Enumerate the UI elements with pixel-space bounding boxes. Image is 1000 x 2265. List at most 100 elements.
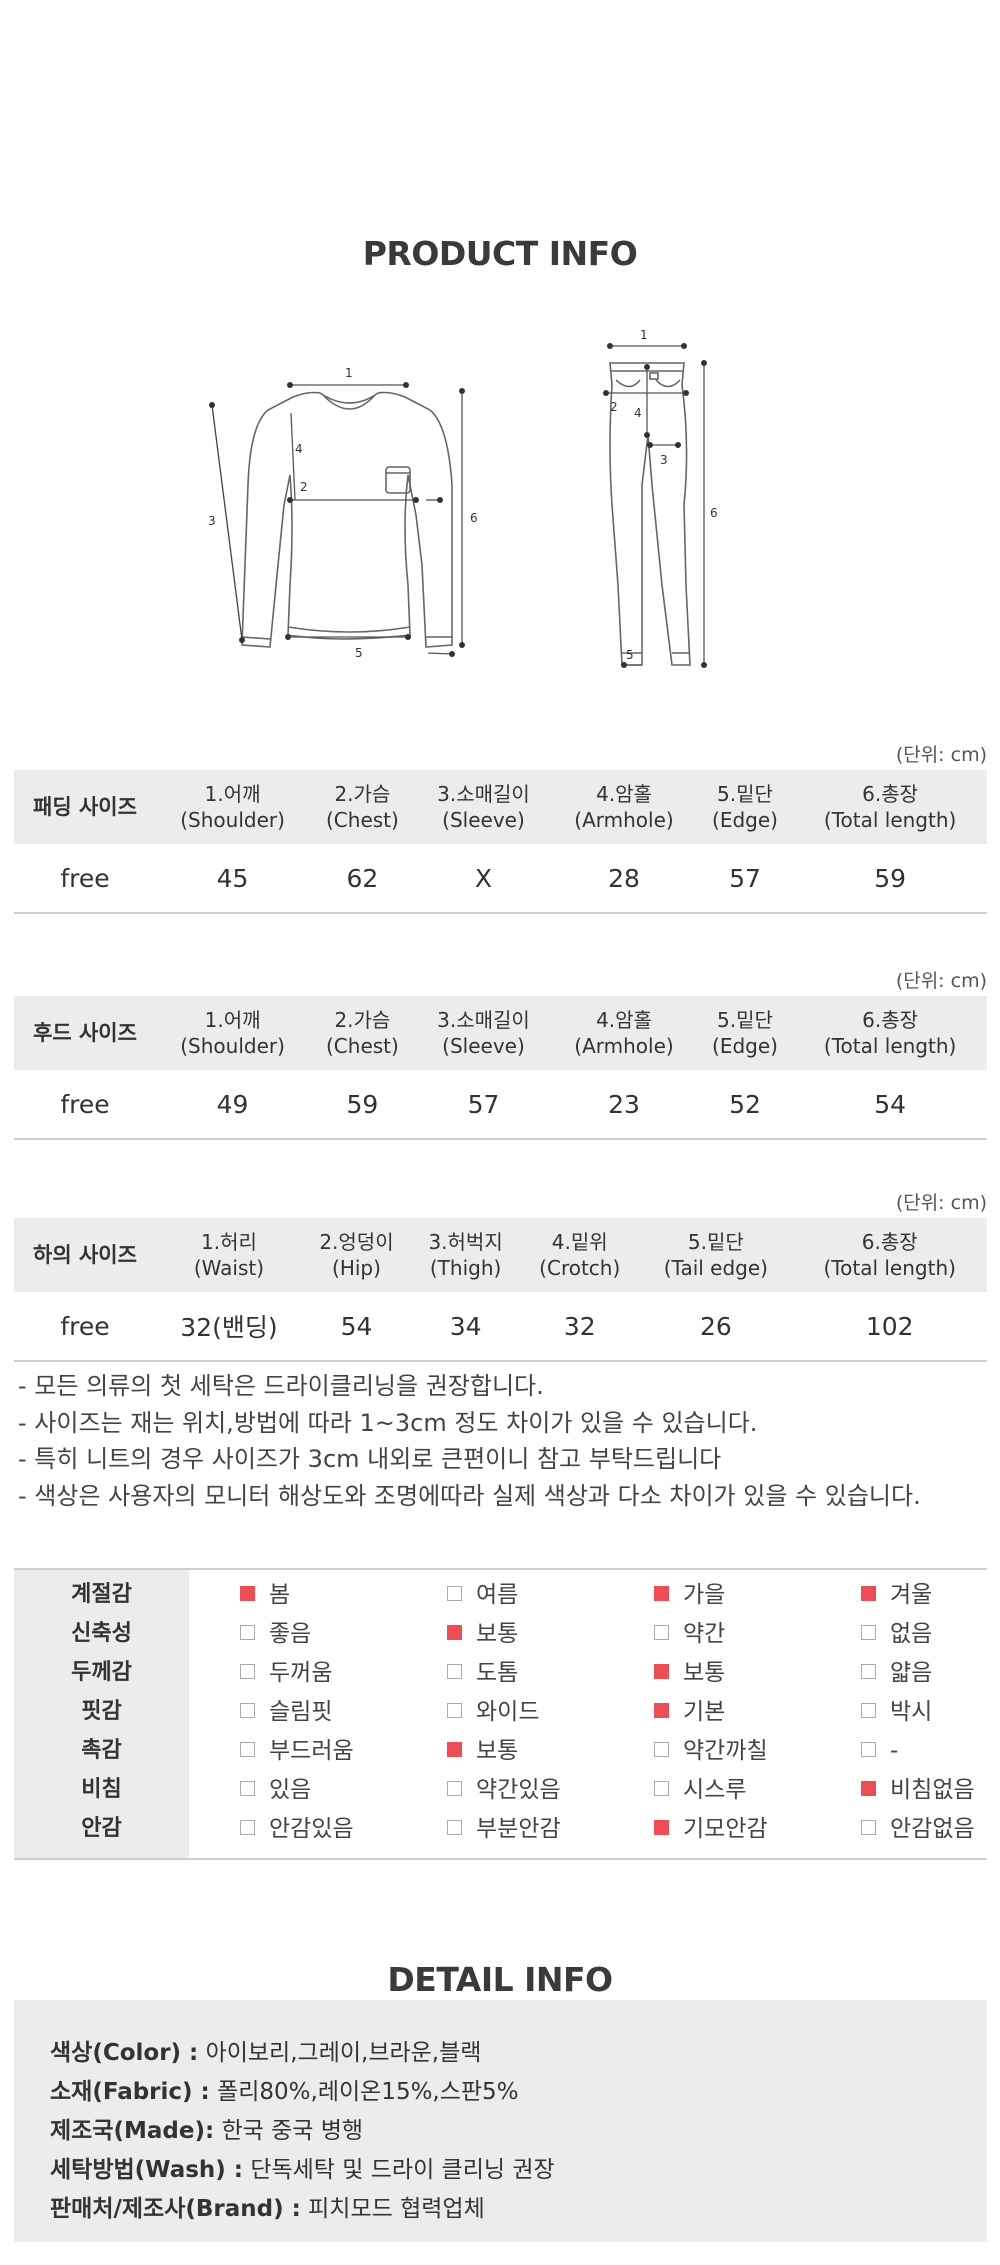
feature-option[interactable]: 시스루 — [654, 1771, 746, 1809]
unchecked-box-icon[interactable] — [240, 1664, 255, 1679]
unit-label: (단위: cm) — [895, 1192, 987, 1214]
feature-option[interactable]: 보통 — [447, 1732, 518, 1770]
feature-option-label: 부분안감 — [476, 1816, 561, 1842]
header-cell: 5.밑단 (Tail edge) — [639, 1218, 793, 1292]
feature-option[interactable]: 약간까칠 — [654, 1732, 768, 1770]
feature-option[interactable]: 박시 — [861, 1693, 932, 1731]
feature-option-label: 약간 — [683, 1621, 726, 1647]
unchecked-box-icon[interactable] — [447, 1820, 462, 1835]
header-cell: 2.가슴 (Chest) — [309, 770, 416, 844]
checked-box-icon[interactable] — [240, 1586, 255, 1601]
header-cell: 6.총장 (Total length) — [793, 770, 987, 844]
feature-row: 안감 안감있음 부분안감 기모안감 안감없음 — [14, 1810, 987, 1848]
feature-option[interactable]: 두꺼움 — [240, 1654, 332, 1692]
feature-option-label: 약간있음 — [476, 1777, 561, 1803]
checked-box-icon[interactable] — [654, 1820, 669, 1835]
unchecked-box-icon[interactable] — [447, 1703, 462, 1718]
feature-option[interactable]: 없음 — [861, 1615, 932, 1653]
unchecked-box-icon[interactable] — [861, 1625, 876, 1640]
feature-option[interactable]: 약간있음 — [447, 1771, 561, 1809]
feature-option[interactable]: 약간 — [654, 1615, 725, 1653]
bottom-size-table: 하의 사이즈 1.허리 (Waist) 2.엉덩이 (Hip) 3.허벅지 (Thig… — [14, 1218, 987, 1362]
feature-label: 안감 — [81, 1816, 122, 1841]
svg-text:1: 1 — [345, 366, 353, 380]
unchecked-box-icon[interactable] — [240, 1781, 255, 1796]
feature-option[interactable]: 여름 — [447, 1576, 518, 1614]
header-cell: 5.밑단 (Edge) — [696, 770, 794, 844]
feature-label: 비침 — [81, 1777, 122, 1802]
feature-option[interactable]: 도톰 — [447, 1654, 518, 1692]
note-line: - 특히 니트의 경우 사이즈가 3cm 내외로 큰편이니 참고 부탁드립니다 — [18, 1445, 722, 1473]
feature-option-label: 비침없음 — [890, 1777, 975, 1803]
unchecked-box-icon[interactable] — [861, 1664, 876, 1679]
care-notes: - 모든 의류의 첫 세탁은 드라이클리닝을 권장합니다. - 사이즈는 재는 … — [18, 1368, 921, 1514]
feature-option[interactable]: 부분안감 — [447, 1810, 561, 1848]
feature-option[interactable]: 슬림핏 — [240, 1693, 332, 1731]
feature-option-label: 도톰 — [476, 1660, 519, 1686]
note-line: - 모든 의류의 첫 세탁은 드라이클리닝을 권장합니다. — [18, 1372, 544, 1400]
feature-option[interactable]: 겨울 — [861, 1576, 932, 1614]
svg-text:6: 6 — [710, 506, 718, 520]
feature-option-label: 가을 — [683, 1582, 726, 1608]
header-cell: 1.어깨 (Shoulder) — [156, 996, 310, 1070]
svg-text:5: 5 — [355, 646, 363, 660]
unchecked-box-icon[interactable] — [654, 1781, 669, 1796]
checked-box-icon[interactable] — [861, 1781, 876, 1796]
header-cell: 1.어깨 (Shoulder) — [156, 770, 310, 844]
unchecked-box-icon[interactable] — [447, 1664, 462, 1679]
feature-option[interactable]: 보통 — [447, 1615, 518, 1653]
feature-option[interactable]: - — [861, 1732, 898, 1770]
unchecked-box-icon[interactable] — [240, 1703, 255, 1718]
feature-label: 계절감 — [71, 1582, 132, 1607]
checked-box-icon[interactable] — [654, 1664, 669, 1679]
feature-option[interactable]: 가을 — [654, 1576, 725, 1614]
checked-box-icon[interactable] — [654, 1703, 669, 1718]
unchecked-box-icon[interactable] — [447, 1586, 462, 1601]
header-cell: 5.밑단 (Edge) — [696, 996, 794, 1070]
checked-box-icon[interactable] — [654, 1586, 669, 1601]
feature-option[interactable]: 기모안감 — [654, 1810, 768, 1848]
unchecked-box-icon[interactable] — [861, 1742, 876, 1757]
feature-row: 두께감 두꺼움 도톰 보통 얇음 — [14, 1654, 987, 1692]
feature-option[interactable]: 좋음 — [240, 1615, 311, 1653]
detail-row-made: 제조국(Made): 한국 중국 병행 — [50, 2118, 364, 2144]
feature-label: 신축성 — [71, 1621, 132, 1646]
unit-label: (단위: cm) — [895, 744, 987, 766]
feature-option-label: 기모안감 — [683, 1816, 768, 1842]
header-cell: 3.소매길이 (Sleeve) — [415, 770, 552, 844]
detail-info-title: DETAIL INFO — [387, 1960, 613, 1999]
unchecked-box-icon[interactable] — [861, 1703, 876, 1718]
feature-option-label: 기본 — [683, 1699, 726, 1725]
feature-option[interactable]: 봄 — [240, 1576, 290, 1614]
unchecked-box-icon[interactable] — [240, 1820, 255, 1835]
checked-box-icon[interactable] — [447, 1742, 462, 1757]
checked-box-icon[interactable] — [447, 1625, 462, 1640]
unchecked-box-icon[interactable] — [654, 1742, 669, 1757]
feature-option[interactable]: 부드러움 — [240, 1732, 354, 1770]
note-line: - 색상은 사용자의 모니터 해상도와 조명에따라 실제 색상과 다소 차이가 … — [18, 1481, 921, 1510]
feature-option[interactable]: 와이드 — [447, 1693, 539, 1731]
header-cell: 4.밑위 (Crotch) — [520, 1218, 640, 1292]
feature-option[interactable]: 있음 — [240, 1771, 311, 1809]
feature-option[interactable]: 기본 — [654, 1693, 725, 1731]
detail-info-box: 색상(Color) : 아이보리,그레이,브라운,블랙 소재(Fabric) :… — [14, 2000, 987, 2242]
unchecked-box-icon[interactable] — [861, 1820, 876, 1835]
detail-row-brand: 판매처/제조사(Brand) : 피치모드 협력업체 — [50, 2196, 485, 2222]
unchecked-box-icon[interactable] — [240, 1742, 255, 1757]
feature-option[interactable]: 안감없음 — [861, 1810, 975, 1848]
table-row: free 45 62 X 28 57 59 — [14, 844, 987, 914]
checked-box-icon[interactable] — [861, 1586, 876, 1601]
unchecked-box-icon[interactable] — [240, 1625, 255, 1640]
header-cell: 2.엉덩이 (Hip) — [301, 1218, 412, 1292]
feature-option[interactable]: 안감있음 — [240, 1810, 354, 1848]
feature-option[interactable]: 보통 — [654, 1654, 725, 1692]
padding-size-table: 패딩 사이즈 1.어깨 (Shoulder) 2.가슴 (Chest) 3.소매길이… — [14, 770, 987, 914]
feature-option[interactable]: 얇음 — [861, 1654, 932, 1692]
unchecked-box-icon[interactable] — [447, 1781, 462, 1796]
feature-option-label: 부드러움 — [269, 1738, 354, 1764]
feature-option-label: 박시 — [890, 1699, 933, 1725]
unchecked-box-icon[interactable] — [654, 1625, 669, 1640]
feature-option[interactable]: 비침없음 — [861, 1771, 975, 1809]
detail-row-fabric: 소재(Fabric) : 폴리80%,레이온15%,스판5% — [50, 2079, 519, 2105]
top-measure-labels: 1 2 3 4 5 6 — [208, 366, 478, 660]
